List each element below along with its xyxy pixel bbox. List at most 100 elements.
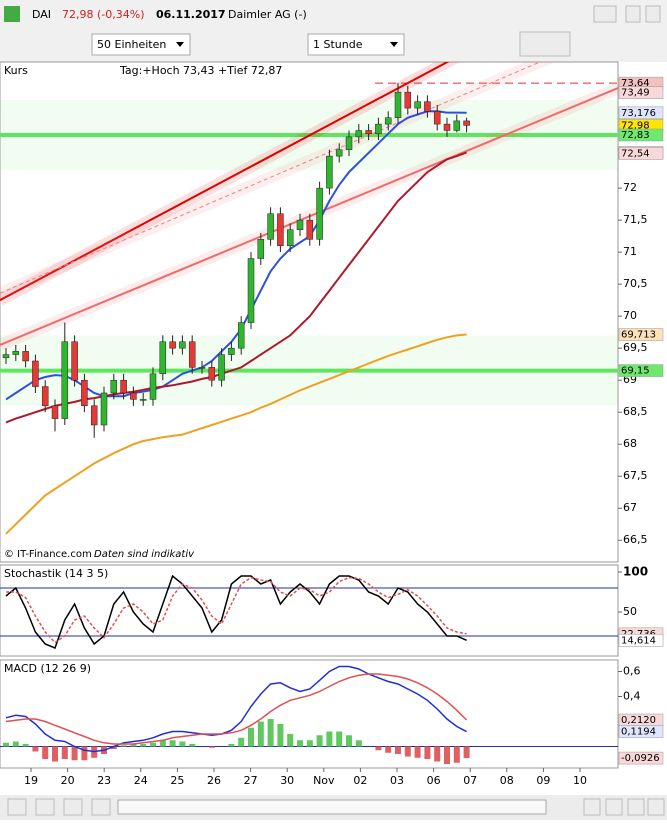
quote: 72,98 (-0,34%) [62, 8, 144, 21]
price-label-box [618, 328, 664, 341]
y-tick-label: 67 [623, 501, 637, 514]
candle-body [267, 213, 274, 240]
plot-area [0, 574, 618, 649]
histogram-bar [150, 742, 156, 747]
candle-body [51, 405, 59, 419]
price-label: 0,2120 [621, 715, 656, 726]
histogram-bar [120, 745, 127, 747]
candle-body [404, 91, 412, 109]
x-tick-label: 25 [170, 774, 184, 787]
histogram-bar [3, 742, 9, 747]
indicator-button[interactable] [519, 31, 571, 57]
price-label: 69,15 [621, 366, 650, 377]
price-label: -0,0926 [621, 753, 660, 764]
trendline [0, 87, 618, 346]
candle-body [384, 117, 392, 125]
chart-icon[interactable] [4, 6, 20, 22]
candle-body [257, 239, 265, 259]
histogram-bar [287, 734, 294, 747]
x-tick-label: 24 [134, 774, 148, 787]
zoom-button[interactable] [647, 798, 665, 816]
candle-body [345, 136, 353, 150]
candle-body [188, 341, 196, 368]
scrollbar[interactable] [117, 799, 547, 815]
zoom-button[interactable] [605, 798, 623, 816]
candle-body [159, 341, 167, 375]
source-label: © IT-Finance.com [4, 549, 92, 560]
price-label: 14,614 [621, 635, 656, 646]
histogram-bar [238, 737, 245, 747]
series-line [5, 673, 468, 745]
title-bg [1, 661, 151, 677]
candle-body [71, 341, 78, 381]
histogram-bar [355, 740, 362, 747]
candle-body [453, 120, 461, 131]
candle-body [365, 130, 372, 134]
zoom-button[interactable] [583, 798, 601, 816]
symbol: DAI [32, 8, 51, 21]
candle-body [32, 360, 39, 387]
histogram-bar [404, 746, 411, 757]
series-line [6, 576, 467, 644]
y-tick-label: 70,5 [623, 277, 648, 290]
histogram-bar [159, 740, 166, 747]
dropdown-arrow [390, 42, 398, 47]
range-dropdown[interactable] [91, 33, 191, 56]
interval-dropdown[interactable] [307, 33, 405, 56]
price-label: 72,54 [621, 149, 650, 160]
range-label: 50 Einheiten [97, 38, 166, 51]
price-label: 73,49 [621, 88, 650, 99]
y-tick-label: 70 [623, 309, 637, 322]
histogram-bar [81, 746, 88, 761]
nav-button[interactable] [91, 798, 111, 816]
price-label: 73,64 [621, 78, 650, 89]
interval-label: 1 Stunde [313, 38, 363, 51]
candle-body [296, 219, 304, 230]
x-tick-label: 27 [244, 774, 258, 787]
price-panel [0, 61, 619, 563]
price-label-box [618, 634, 664, 647]
maximize-button[interactable] [645, 5, 661, 23]
x-tick-label: 07 [463, 774, 477, 787]
candle-body [463, 120, 470, 126]
zoom-button[interactable] [627, 798, 645, 816]
nav-button[interactable] [7, 798, 27, 816]
y-tick-label: 71,5 [623, 213, 648, 226]
nav-button[interactable] [63, 798, 83, 816]
price-label-box [618, 86, 664, 99]
candle-body [414, 101, 421, 109]
price-label: 0,1194 [621, 727, 656, 738]
candle-body [12, 351, 20, 355]
histogram-bar [395, 746, 401, 754]
keyboard-button[interactable] [593, 5, 617, 23]
minimize-button[interactable] [625, 5, 641, 23]
candle-body [179, 341, 186, 349]
x-tick-label: 09 [536, 774, 550, 787]
candle-body [306, 219, 314, 240]
x-tick-label: 19 [24, 774, 38, 787]
candle-body [41, 386, 49, 407]
x-tick-label: 30 [280, 774, 294, 787]
price-label-box [618, 128, 664, 142]
price-label: 69,713 [621, 330, 656, 341]
histogram-bar [189, 744, 196, 747]
histogram-bar [316, 735, 323, 747]
series-line [5, 665, 467, 753]
price-label-box [618, 364, 664, 377]
histogram-bar [257, 721, 264, 747]
candle-body [100, 392, 108, 426]
price-label-box [618, 106, 664, 120]
price-label: 72,83 [621, 130, 650, 141]
histogram-bar [277, 724, 284, 747]
candle-body [81, 379, 88, 407]
candle-body [355, 130, 363, 138]
candle-body [61, 341, 69, 419]
histogram-bar [336, 731, 343, 747]
x-tick-label: 06 [427, 774, 441, 787]
candle-body [90, 405, 98, 426]
histogram-bar [444, 746, 450, 764]
histogram-bar [297, 740, 303, 747]
histogram-bar [42, 746, 49, 759]
candle-body [169, 341, 176, 349]
nav-button[interactable] [35, 798, 55, 816]
